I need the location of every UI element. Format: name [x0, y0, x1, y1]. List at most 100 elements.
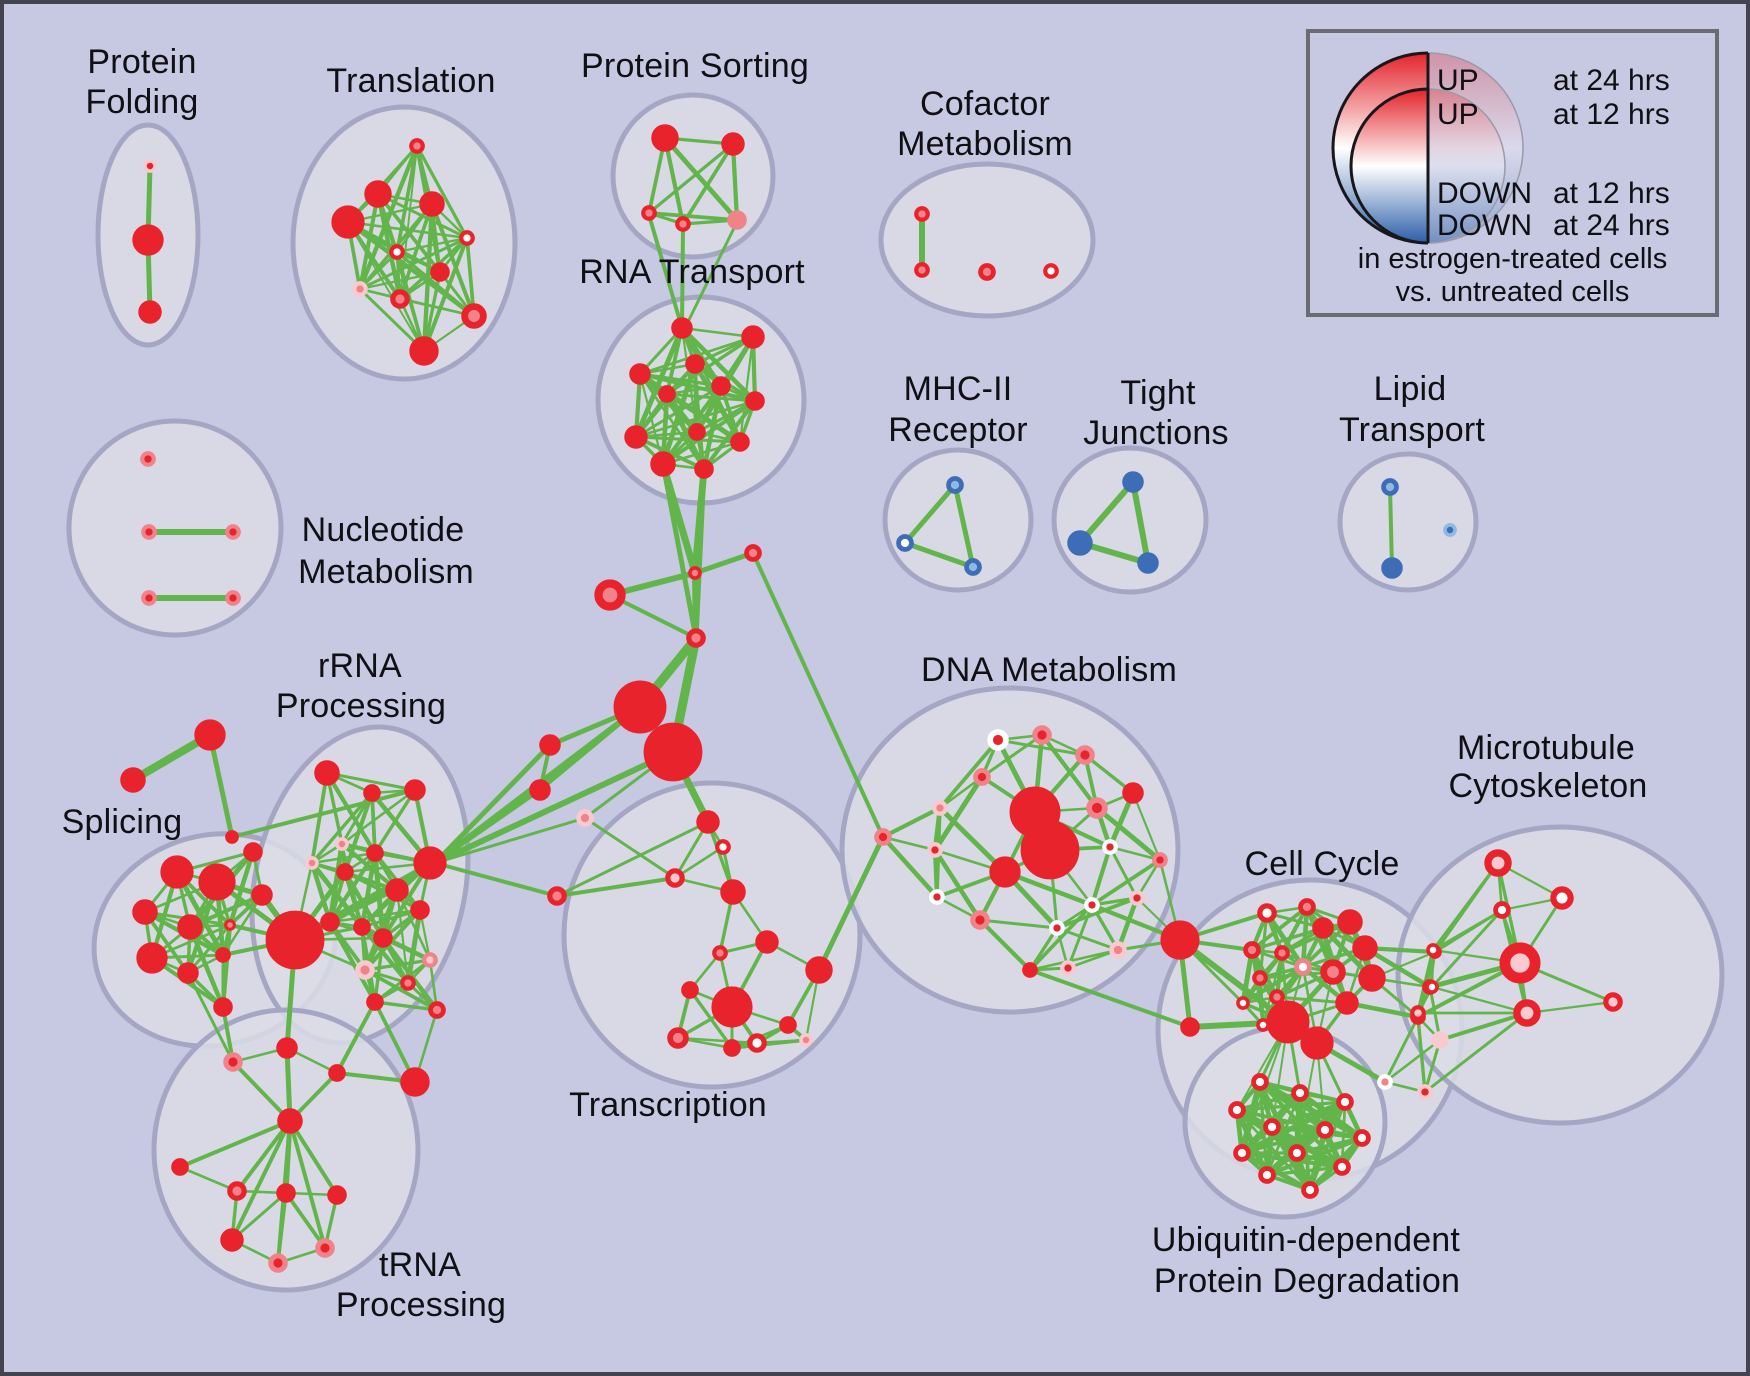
network-edge	[751, 551, 885, 839]
network-edge	[230, 788, 417, 839]
connectors-node	[1180, 1017, 1200, 1037]
network-edge	[880, 805, 943, 840]
node-layer	[120, 124, 1623, 1273]
network-edge	[676, 1036, 759, 1045]
cluster-label: tRNA	[379, 1246, 461, 1284]
tight-junctions-node	[1067, 530, 1093, 556]
translation-node	[409, 336, 439, 366]
rna-transport-node	[745, 391, 765, 411]
network-edge	[634, 384, 723, 439]
network-edge	[1094, 805, 1163, 863]
mhc-ii-receptor-node	[896, 534, 914, 552]
nucleotide-metabolism-node	[141, 590, 157, 606]
dna-metabolism-node	[929, 889, 945, 905]
legend-time: at 12 hrs	[1553, 177, 1670, 210]
transcription-node	[712, 945, 728, 961]
ubiquitin-degradation-node	[1258, 1166, 1276, 1184]
rrna-processing-node	[385, 878, 409, 902]
cluster-label: Ubiquitin-dependent	[1152, 1221, 1460, 1259]
dna-metabolism-node	[927, 842, 943, 858]
dna-metabolism-node	[1152, 852, 1168, 868]
network-edge	[880, 834, 940, 900]
rrna-processing-node	[335, 837, 349, 851]
network-edge	[1250, 926, 1325, 952]
cluster-label: Processing	[276, 687, 446, 725]
network-edge	[952, 482, 976, 570]
network-edge	[1423, 1038, 1442, 1094]
cell-cycle-node	[1269, 989, 1285, 1005]
network-edge	[363, 968, 439, 1012]
cell-cycle-node	[1417, 1084, 1433, 1100]
network-edge	[661, 399, 757, 466]
rrna-processing-node	[355, 960, 375, 980]
network-edge	[932, 847, 983, 923]
tight-junctions-node	[1137, 552, 1159, 574]
network-edge	[816, 834, 886, 973]
legend-footer-line: in estrogen-treated cells	[1358, 243, 1668, 275]
protein-folding-node	[132, 224, 164, 256]
network-edge	[359, 850, 378, 930]
lipid-transport-node	[1381, 478, 1399, 496]
ubiquitin-degradation-node	[1316, 1121, 1334, 1139]
splicing-node	[224, 919, 236, 931]
network-edge	[701, 383, 724, 472]
network-edge	[288, 1119, 339, 1197]
splicing-node	[177, 914, 203, 940]
network-edge	[465, 236, 476, 318]
network-edge	[310, 791, 374, 865]
rna-transport-node	[671, 317, 693, 339]
network-edge	[373, 788, 417, 855]
network-edge	[938, 738, 1000, 810]
trna-processing-node	[327, 1185, 347, 1205]
legend-direction: DOWN	[1437, 177, 1532, 210]
rrna-processing-node	[366, 844, 384, 862]
cofactor-metabolism-node	[914, 262, 930, 278]
network-edge	[357, 191, 381, 292]
cell-cycle-node	[1320, 959, 1346, 985]
network-edge	[647, 213, 684, 330]
dna-metabolism-node	[1020, 820, 1080, 880]
translation-node	[430, 262, 450, 282]
trna-processing-node	[268, 1253, 288, 1273]
network-edge	[1090, 858, 1162, 907]
network-edge	[1055, 926, 1120, 952]
network-edge	[324, 770, 378, 856]
legend-footer-line: vs. untreated cells	[1396, 276, 1630, 308]
cell-cycle-node	[1337, 909, 1363, 935]
network-edge	[357, 143, 420, 292]
transcription-node	[667, 1027, 689, 1049]
network-edge	[1108, 845, 1162, 862]
network-edge	[634, 435, 706, 471]
ubiquitin-degradation-node	[1353, 1129, 1371, 1147]
cluster-label: Lipid	[1374, 370, 1447, 408]
cell-cycle-node	[1352, 935, 1378, 961]
cell-cycle-node	[1298, 898, 1316, 916]
microtubule-cytoskeleton-node	[1426, 943, 1440, 957]
network-edge	[679, 325, 758, 404]
rna-transport-node	[650, 451, 676, 477]
ubiquitin-degradation-node	[1263, 1118, 1281, 1136]
network-edge	[1240, 947, 1255, 1006]
cluster-label: Transport	[1339, 411, 1485, 449]
connectors-node	[686, 628, 706, 648]
dna-metabolism-node	[1086, 797, 1108, 819]
cluster-label: Splicing	[62, 803, 183, 841]
cell-cycle-node	[1312, 917, 1334, 939]
rrna-processing-node	[400, 975, 416, 991]
network-edge	[231, 1060, 292, 1123]
network-edge	[1108, 845, 1139, 900]
dna-metabolism-node	[1032, 725, 1052, 745]
dna-metabolism-node	[970, 910, 990, 930]
network-edge	[1438, 1011, 1529, 1042]
legend-box	[1306, 29, 1719, 317]
rna-transport-node	[658, 385, 676, 403]
network-edge	[1383, 1015, 1420, 1084]
transcription-node	[715, 839, 731, 855]
microtubule-cytoskeleton-node	[1425, 980, 1439, 994]
network-edge	[1028, 968, 1192, 1029]
splicing-node	[160, 855, 194, 889]
network-edge	[328, 888, 399, 924]
rrna-processing-node	[404, 779, 426, 801]
network-edge	[230, 1119, 292, 1242]
network-edge	[310, 851, 377, 865]
